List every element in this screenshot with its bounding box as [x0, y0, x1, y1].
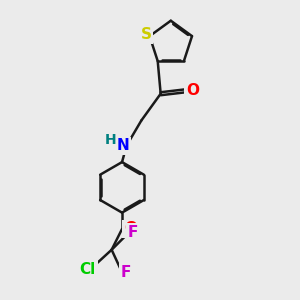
Text: H: H [104, 134, 116, 147]
Text: Cl: Cl [80, 262, 96, 277]
Text: O: O [124, 221, 137, 236]
Text: F: F [121, 265, 131, 280]
Text: O: O [186, 83, 199, 98]
Text: S: S [140, 27, 152, 42]
Text: F: F [127, 225, 138, 240]
Text: N: N [117, 138, 129, 153]
